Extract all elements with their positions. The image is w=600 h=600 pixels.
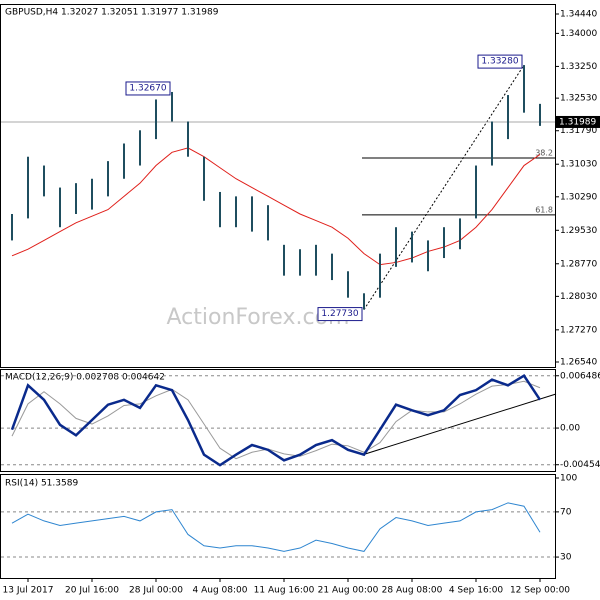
moving-average: [11, 147, 541, 266]
fib-label: 61.8: [535, 205, 553, 214]
y-tick-label: 1.34000: [560, 29, 597, 39]
y-tick-label: 30: [560, 553, 572, 563]
x-tick-label: 28 Jul 00:00: [129, 586, 183, 596]
y-tick-label: 1.33250: [560, 62, 597, 72]
last-price-label: 1.31989: [559, 117, 596, 127]
y-tick-label: 0.00: [560, 424, 580, 434]
y-tick-label: 70: [560, 507, 572, 517]
rsi-line: [11, 502, 541, 552]
y-tick-label: 1.31790: [560, 126, 597, 136]
y-tick-label: 1.27270: [560, 325, 597, 335]
x-tick-label: 21 Aug 00:00: [318, 586, 379, 596]
x-tick-label: 20 Jul 16:00: [65, 586, 119, 596]
x-tick-label: 4 Aug 08:00: [193, 586, 248, 596]
rsi-panel: [0, 474, 556, 579]
point-label: 1.33280: [481, 57, 518, 67]
point-label-box: [125, 81, 171, 96]
y-tick-label: 1.28770: [560, 259, 597, 269]
y-tick-label: 1.34440: [560, 10, 597, 20]
last-price-box: [556, 115, 600, 128]
point-label: 1.27730: [321, 309, 358, 319]
y-tick-label: 0.006486: [560, 371, 600, 381]
fib-label: 38.2: [535, 149, 553, 158]
trend-line: [363, 64, 525, 310]
rsi-label: RSI(14) 51.3589: [5, 479, 78, 489]
y-tick-label: 1.28030: [560, 292, 597, 302]
y-tick-label: 1.30290: [560, 192, 597, 202]
x-tick-label: 12 Sep 00:00: [510, 586, 570, 596]
point-label: 1.32670: [129, 83, 166, 93]
macd-trendline: [361, 393, 557, 456]
x-tick-label: 11 Aug 16:00: [254, 586, 315, 596]
y-tick-label: 1.31030: [560, 160, 597, 170]
y-tick-label: 1.32530: [560, 94, 597, 104]
y-tick-label: 1.26540: [560, 358, 597, 368]
y-tick-label: 1.29530: [560, 226, 597, 236]
point-label-box: [317, 307, 363, 322]
y-tick-label: 100: [560, 474, 577, 484]
macd-signal: [11, 380, 541, 460]
point-label-box: [477, 54, 523, 69]
macd-line: [10, 373, 542, 467]
x-tick-label: 4 Sep 16:00: [449, 586, 504, 596]
macd-label: MACD(12,26,9) 0.002708 0.004642: [5, 373, 165, 383]
y-tick-label: -0.004546: [560, 460, 600, 470]
x-tick-label: 13 Jul 2017: [3, 586, 54, 596]
x-tick-label: 28 Aug 08:00: [382, 586, 443, 596]
chart-title: GBPUSD,H4 1.32027 1.32051 1.31977 1.3198…: [5, 8, 219, 18]
